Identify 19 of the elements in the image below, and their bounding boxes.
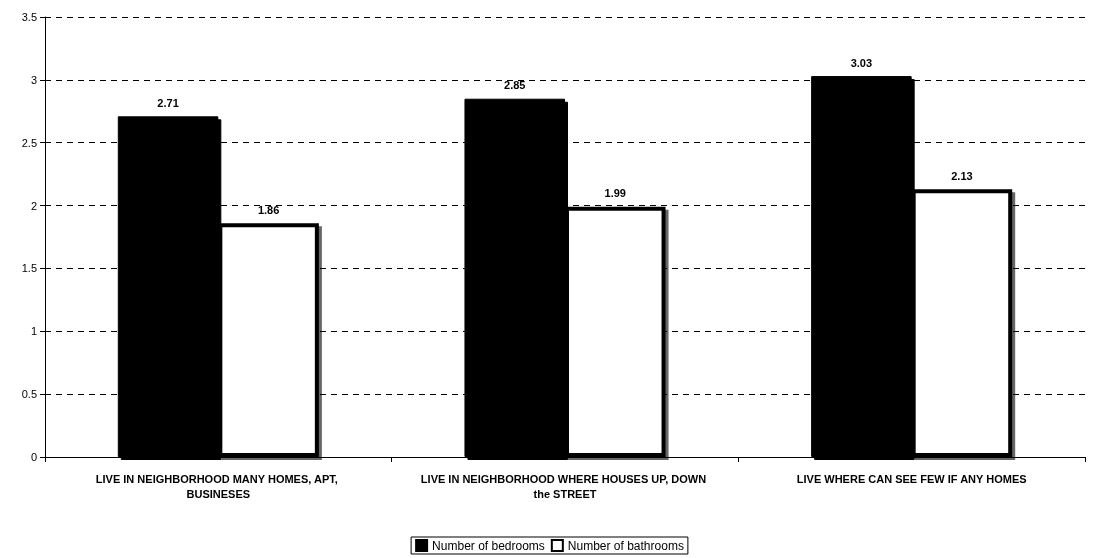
y-tick-label: 3 bbox=[30, 73, 37, 86]
x-tick-label: LIVE IN NEIGHBORHOOD WHERE HOUSES UP, DOWN the STREET bbox=[420, 472, 710, 500]
data-label: 2.13 bbox=[951, 169, 973, 182]
x-tick-label: LIVE IN NEIGHBORHOOD MANY HOMES, APT, BUSINESES bbox=[95, 472, 341, 500]
y-tick-label: 1 bbox=[30, 325, 37, 338]
data-label: 2.71 bbox=[157, 96, 179, 109]
y-tick-label: 0 bbox=[30, 451, 37, 463]
data-label: 2.85 bbox=[504, 79, 526, 92]
y-tick-label: 3.5 bbox=[21, 11, 37, 23]
x-tick-label: LIVE WHERE CAN SEE FEW IF ANY HOMES bbox=[796, 472, 1027, 485]
data-label: 1.86 bbox=[257, 203, 280, 216]
legend-label: Number of bathrooms bbox=[567, 538, 684, 553]
y-tick-label: 2.5 bbox=[21, 136, 37, 149]
y-tick-label: 1.5 bbox=[21, 262, 37, 275]
data-label: 1.99 bbox=[604, 187, 626, 200]
legend-label: Number of bedrooms bbox=[432, 538, 545, 553]
y-tick-label: 0.5 bbox=[21, 388, 37, 401]
y-tick-label: 2 bbox=[30, 199, 37, 212]
data-label: 3.03 bbox=[850, 56, 873, 69]
